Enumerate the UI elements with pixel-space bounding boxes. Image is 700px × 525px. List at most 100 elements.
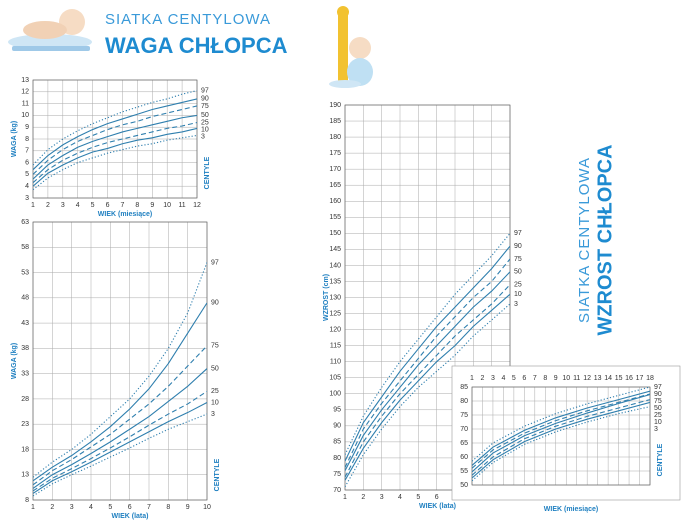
y-tick-label: 53 [21, 269, 29, 276]
plot-frame [32, 221, 208, 501]
y-tick-label: 90 [333, 423, 341, 430]
x-tick-label: 17 [636, 375, 644, 382]
y-tick-label: 185 [329, 118, 341, 125]
x-tick-label: 2 [50, 504, 54, 511]
legend-entry: 97 [514, 230, 522, 237]
y-tick-label: 28 [21, 396, 29, 403]
centile-line [33, 134, 197, 191]
y-tick-label: 130 [329, 294, 341, 301]
baby-illustration [8, 9, 92, 51]
x-tick-label: 3 [380, 494, 384, 501]
legend-entry: 3 [514, 301, 518, 308]
legend-entry: 90 [211, 300, 219, 307]
y-tick-label: 23 [21, 421, 29, 428]
x-tick-label: 4 [501, 375, 505, 382]
y-tick-label: 60 [460, 454, 468, 461]
centile-line [33, 302, 207, 482]
legend-entry: 3 [201, 133, 205, 140]
y-tick-label: 165 [329, 182, 341, 189]
centile-line [33, 90, 197, 166]
centile-line [345, 303, 510, 488]
legend-entry: 97 [211, 259, 219, 266]
x-axis-label: WIEK (miesiące) [544, 506, 598, 513]
side-subtitle: SIATKA CENTYLOWA [576, 157, 593, 323]
y-tick-label: 125 [329, 310, 341, 317]
y-tick-label: 9 [25, 124, 29, 131]
legend-entry: 97 [201, 87, 209, 94]
x-tick-label: 8 [135, 202, 139, 209]
x-tick-label: 11 [178, 202, 185, 209]
legend-entry: 50 [211, 365, 219, 372]
legend-entry: 75 [514, 256, 522, 263]
y-tick-label: 8 [25, 136, 29, 143]
y-tick-label: 70 [460, 426, 468, 433]
centile-line [33, 114, 197, 180]
x-tick-label: 2 [361, 494, 365, 501]
x-tick-label: 14 [604, 375, 612, 382]
x-tick-label: 4 [398, 494, 402, 501]
plot-frame [344, 104, 511, 491]
y-tick-label: 110 [330, 359, 341, 366]
x-tick-label: 10 [562, 375, 570, 382]
y-axis-label: WZROST (cm) [323, 274, 330, 321]
y-tick-label: 13 [21, 472, 29, 479]
giraffe-illustration [329, 6, 373, 88]
x-tick-label: 9 [186, 504, 190, 511]
page-title: WAGA CHŁOPCA [105, 33, 288, 58]
y-tick-label: 80 [460, 398, 468, 405]
centile-line [33, 401, 207, 494]
legend-title: CENTYLE [657, 443, 664, 476]
x-tick-label: 7 [147, 504, 151, 511]
x-tick-label: 6 [522, 375, 526, 382]
legend-entry: 10 [211, 399, 219, 406]
legend-entry: 75 [211, 343, 219, 350]
y-tick-label: 8 [25, 497, 29, 504]
y-tick-label: 10 [21, 112, 29, 119]
y-tick-label: 170 [329, 166, 341, 173]
x-tick-label: 10 [163, 202, 171, 209]
centile-line [33, 390, 207, 492]
x-tick-label: 4 [89, 504, 93, 511]
x-tick-label: 2 [46, 202, 50, 209]
x-tick-label: 1 [31, 202, 35, 209]
x-tick-label: 12 [193, 202, 201, 209]
y-tick-label: 63 [21, 219, 29, 226]
page-subtitle: SIATKA CENTYLOWA [105, 11, 271, 28]
y-tick-label: 75 [460, 412, 468, 419]
legend-entry: 50 [654, 405, 662, 412]
x-tick-label: 18 [646, 375, 654, 382]
y-tick-label: 160 [329, 198, 341, 205]
y-tick-label: 145 [329, 246, 341, 253]
x-tick-label: 6 [106, 202, 110, 209]
x-tick-label: 4 [76, 202, 80, 209]
x-axis-label: WIEK (miesiące) [98, 211, 152, 218]
y-tick-label: 18 [21, 446, 29, 453]
x-tick-label: 8 [543, 375, 547, 382]
centile-line [33, 262, 207, 478]
centile-line [472, 406, 650, 482]
x-tick-label: 5 [512, 375, 516, 382]
plot-frame [471, 386, 651, 486]
legend-entry: 25 [654, 412, 662, 419]
x-tick-label: 1 [470, 375, 474, 382]
centile-line [33, 105, 197, 175]
x-tick-label: 7 [533, 375, 537, 382]
plot-frame [32, 79, 198, 199]
y-axis-label: WAGA (kg) [11, 121, 18, 157]
legend-entry: 25 [211, 388, 219, 395]
y-tick-label: 65 [460, 440, 468, 447]
centile-line [345, 271, 510, 472]
y-tick-label: 140 [329, 262, 341, 269]
y-tick-label: 120 [329, 326, 341, 333]
centile-line [472, 399, 650, 476]
legend-entry: 10 [514, 291, 522, 298]
centile-line [33, 368, 207, 489]
legend-entry: 10 [201, 126, 209, 133]
y-tick-label: 100 [329, 391, 341, 398]
centile-line [33, 121, 197, 184]
legend-entry: 3 [211, 411, 215, 418]
x-tick-label: 5 [108, 504, 112, 511]
legend-title: CENTYLE [214, 458, 221, 491]
x-tick-label: 12 [583, 375, 591, 382]
x-axis-label: WIEK (lata) [112, 513, 149, 520]
